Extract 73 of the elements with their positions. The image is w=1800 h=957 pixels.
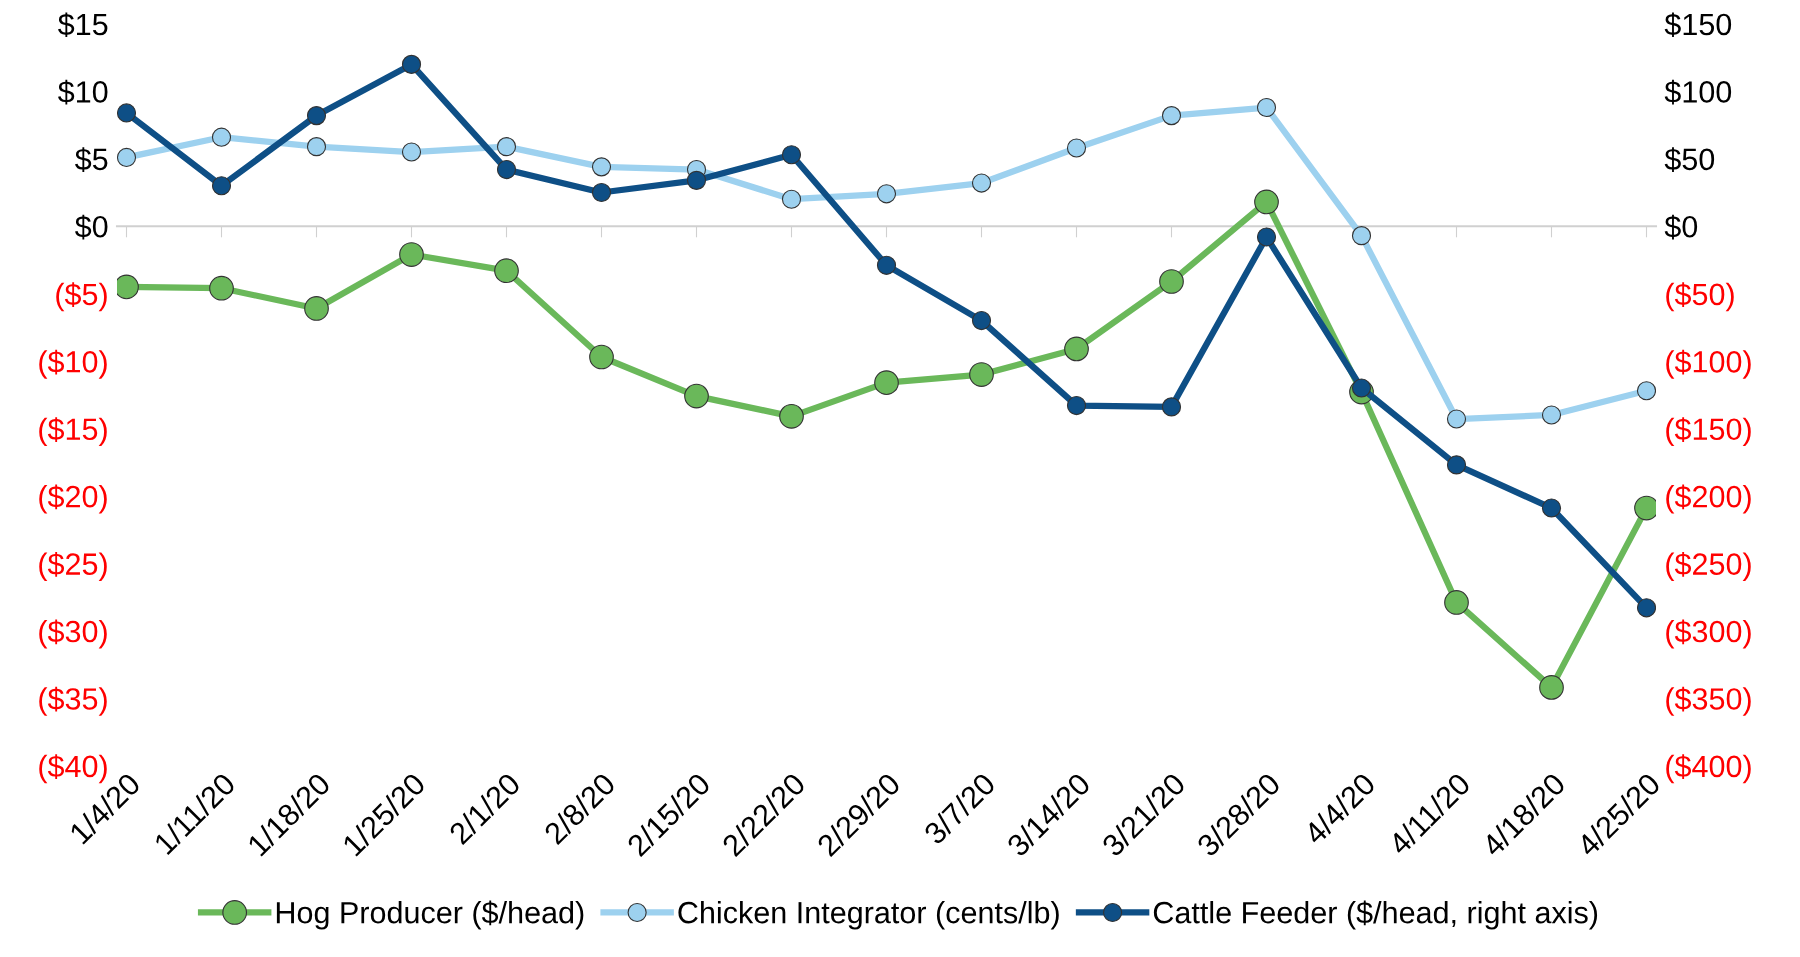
point <box>1066 395 1087 416</box>
point <box>1446 455 1467 475</box>
point <box>1636 381 1656 401</box>
y2-tick-label: ($150) <box>1666 417 1751 447</box>
point <box>1446 409 1467 429</box>
point <box>591 182 612 203</box>
point <box>1539 675 1564 700</box>
point <box>211 176 232 196</box>
point <box>1159 269 1184 294</box>
point <box>589 344 614 370</box>
point <box>1161 397 1182 417</box>
point <box>496 137 517 157</box>
point <box>1064 336 1089 362</box>
y2-tick-label: $150 <box>1664 12 1732 38</box>
y2-tick-label: ($50) <box>1666 282 1734 312</box>
point <box>117 147 137 168</box>
y2-tick-label: ($400) <box>1666 754 1751 784</box>
y2-tick-label: $50 <box>1664 147 1715 172</box>
y2-tick-label: ($350) <box>1666 686 1751 716</box>
point <box>1541 498 1562 518</box>
y-tick-label: ($10) <box>39 349 107 379</box>
legend-label: Cattle Feeder ($/head, right axis) <box>1153 900 1598 930</box>
y-tick-label: ($5) <box>56 282 107 312</box>
point <box>496 159 517 180</box>
y-tick-label: $15 <box>58 12 108 38</box>
y-tick-label: ($25) <box>39 552 107 581</box>
point <box>684 383 709 409</box>
point <box>401 142 422 162</box>
point <box>401 54 422 74</box>
point <box>1636 598 1656 618</box>
y-tick-label: $10 <box>58 79 108 105</box>
y-tick-label: ($15) <box>39 417 107 447</box>
point <box>876 255 897 275</box>
point <box>1351 226 1372 246</box>
y2-tick-label: ($300) <box>1666 619 1751 649</box>
y2-tick-label: ($100) <box>1666 349 1751 379</box>
legend-label: Chicken Integrator (cents/lb) <box>678 901 1059 930</box>
y-tick-label: ($30) <box>39 619 107 649</box>
point <box>1256 227 1277 247</box>
point <box>1351 378 1372 398</box>
y-tick-label: ($35) <box>39 686 107 716</box>
point <box>969 362 994 387</box>
point <box>306 137 327 157</box>
point <box>1254 189 1279 215</box>
point <box>211 127 232 147</box>
y-tick-label: $5 <box>75 147 108 172</box>
point <box>1541 405 1562 425</box>
y2-tick-label: ($250) <box>1666 552 1751 581</box>
point <box>781 145 802 165</box>
point <box>304 296 329 321</box>
point <box>1256 97 1277 118</box>
y2-tick-label: $100 <box>1664 79 1732 105</box>
point <box>686 170 707 190</box>
point <box>117 103 137 123</box>
point <box>1066 138 1087 158</box>
point <box>781 189 802 209</box>
y2-tick-label: ($200) <box>1666 484 1751 514</box>
point <box>971 173 992 193</box>
point <box>209 275 234 301</box>
point <box>399 242 424 267</box>
point <box>874 370 899 395</box>
y2-tick-label: $0 <box>1664 214 1698 240</box>
point <box>591 157 612 177</box>
legend-label: Hog Producer ($/head) <box>276 900 584 930</box>
point <box>494 258 519 284</box>
point <box>876 184 897 204</box>
point <box>1444 590 1469 615</box>
y-tick-label: $0 <box>75 214 108 240</box>
point <box>971 311 992 331</box>
point <box>306 106 327 126</box>
point <box>779 403 804 429</box>
y-tick-label: ($20) <box>39 484 107 514</box>
point <box>1161 106 1182 126</box>
